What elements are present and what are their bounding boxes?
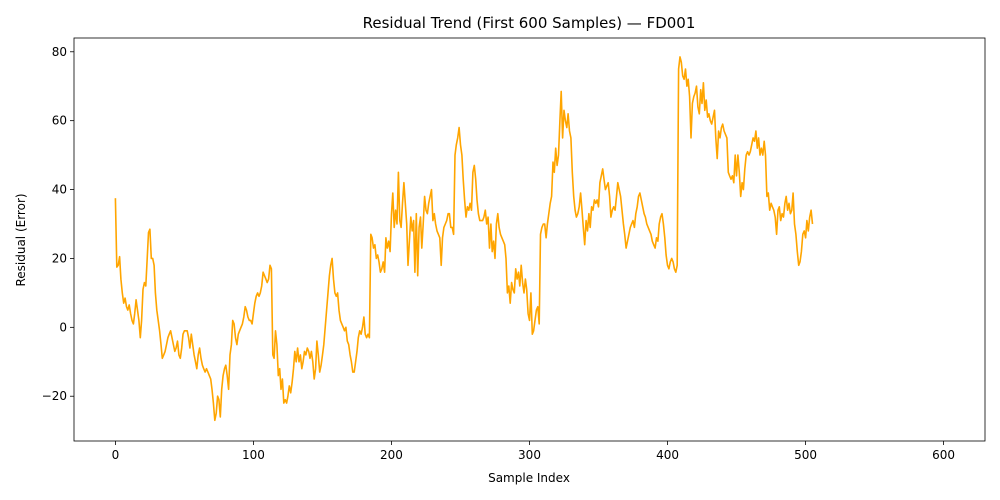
x-axis-label: Sample Index — [488, 471, 570, 485]
x-tick-label: 200 — [380, 448, 403, 462]
x-tick-label: 500 — [794, 448, 817, 462]
y-tick-label: 60 — [52, 114, 67, 128]
y-tick-label: 40 — [52, 183, 67, 197]
x-tick-label: 400 — [656, 448, 679, 462]
chart-title: Residual Trend (First 600 Samples) — FD0… — [363, 14, 696, 32]
y-axis: −20 0 20 40 60 80 — [42, 45, 74, 403]
y-tick-label: 80 — [52, 45, 67, 59]
x-tick-label: 300 — [518, 448, 541, 462]
y-tick-label: 20 — [52, 251, 67, 265]
y-tick-label: 0 — [59, 320, 67, 334]
y-axis-label: Residual (Error) — [14, 193, 28, 286]
y-tick-label: −20 — [42, 389, 67, 403]
x-axis: 0 100 200 300 400 500 600 — [112, 441, 955, 462]
x-tick-label: 600 — [932, 448, 955, 462]
x-tick-label: 0 — [112, 448, 120, 462]
residual-series-line — [114, 56, 814, 422]
x-tick-label: 100 — [242, 448, 265, 462]
